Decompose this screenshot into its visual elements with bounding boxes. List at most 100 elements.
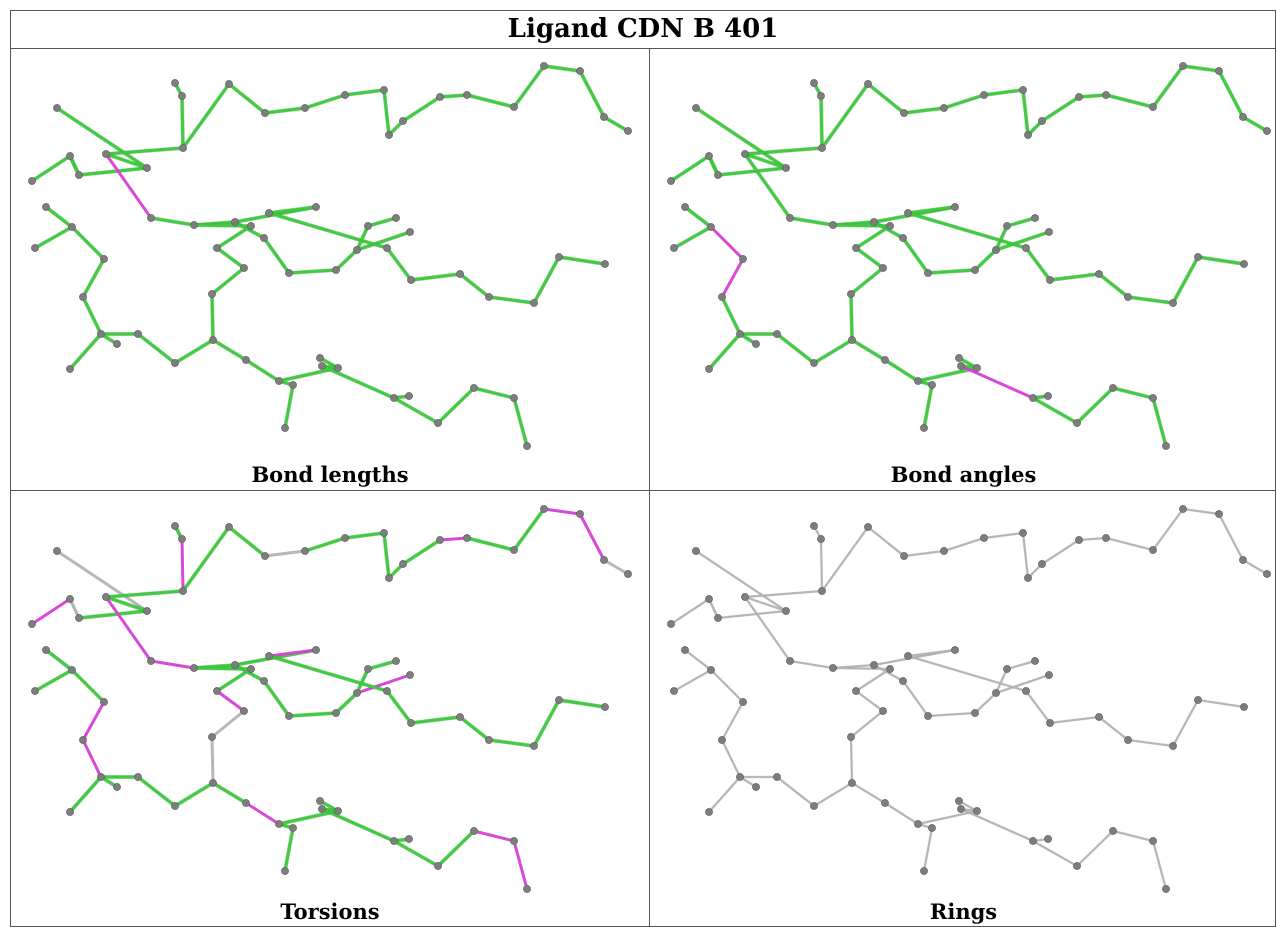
atom-node	[782, 607, 790, 615]
atom-node	[864, 523, 872, 531]
bond-line	[995, 668, 1008, 694]
atom-node	[318, 805, 326, 813]
atom-node	[1029, 837, 1037, 845]
bond-line	[1241, 115, 1269, 133]
atom-node	[817, 92, 825, 100]
atom-node	[171, 359, 179, 367]
bond-line	[487, 295, 536, 305]
bond-line	[927, 712, 976, 717]
atom-node	[829, 664, 837, 672]
bond-line	[81, 295, 103, 336]
atom-node	[1169, 299, 1177, 307]
atom-node	[904, 652, 912, 660]
atom-node	[312, 646, 320, 654]
bond-line	[1182, 508, 1220, 515]
bond-line	[1105, 537, 1154, 551]
bond-line	[1196, 255, 1246, 266]
atom-node	[670, 687, 678, 695]
atom-node	[113, 340, 121, 348]
atom-node	[171, 802, 179, 810]
bond-line	[973, 248, 998, 272]
bond-line	[438, 93, 469, 99]
molecule-rings	[667, 505, 1271, 893]
bond-line	[512, 396, 529, 448]
atom-node	[600, 556, 608, 564]
atom-node	[957, 805, 965, 813]
atom-node	[289, 381, 297, 389]
bond-line	[104, 589, 185, 599]
bond-line	[1126, 295, 1175, 305]
atom-node	[624, 127, 632, 135]
atom-node	[260, 234, 268, 242]
bond-line	[820, 538, 823, 592]
atom-node	[301, 547, 309, 555]
atom-node	[171, 522, 179, 530]
bond-line	[436, 829, 476, 868]
atom-node	[79, 293, 87, 301]
bond-line	[44, 205, 74, 229]
atom-node	[1095, 713, 1103, 721]
atom-node	[1179, 62, 1187, 70]
atom-node	[392, 214, 400, 222]
bond-line	[70, 668, 106, 704]
atom-node	[848, 336, 856, 344]
atom-node	[670, 244, 678, 252]
atom-node	[714, 614, 722, 622]
atom-node	[1095, 270, 1103, 278]
bond-line	[81, 700, 106, 742]
bond-line	[672, 225, 713, 250]
bond-line	[1076, 830, 1114, 867]
bond-line	[180, 537, 185, 593]
atom-node	[242, 799, 250, 807]
bond-line	[710, 669, 744, 703]
bond-line	[283, 383, 295, 430]
bond-line	[227, 525, 267, 558]
atom-node	[190, 221, 198, 229]
atom-node	[576, 67, 584, 75]
atom-node	[242, 356, 250, 364]
atom-node	[1124, 293, 1132, 301]
ligand-table: Ligand CDN B 401 Bond lengths Bond angle…	[10, 10, 1276, 927]
atom-node	[1109, 384, 1117, 392]
bond-line	[849, 292, 854, 342]
atom-node	[240, 264, 248, 272]
atom-node	[601, 703, 609, 711]
atom-node	[951, 203, 959, 211]
atom-node	[143, 164, 151, 172]
atom-node	[957, 362, 965, 370]
bond-line	[343, 531, 386, 540]
bond-line	[244, 358, 281, 383]
atom-node	[900, 109, 908, 117]
atom-node	[1024, 131, 1032, 139]
bond-line	[959, 364, 1035, 400]
atom-node	[134, 330, 142, 338]
bond-line	[77, 166, 149, 177]
atom-node	[100, 698, 108, 706]
atom-node	[406, 228, 414, 236]
bond-line	[1217, 69, 1245, 119]
atom-node	[1149, 394, 1157, 402]
atom-node	[899, 677, 907, 685]
atom-node	[225, 80, 233, 88]
bond-line	[355, 224, 370, 252]
atom-node	[456, 270, 464, 278]
atom-node	[1024, 574, 1032, 582]
bond-line	[1097, 272, 1130, 299]
bond-line	[1025, 690, 1051, 724]
atom-node	[1003, 222, 1011, 230]
bond-line	[173, 338, 215, 365]
atom-node	[886, 665, 894, 673]
bond-line	[960, 808, 1034, 842]
bond-line	[1151, 396, 1168, 448]
bond-line	[602, 115, 630, 133]
atom-node	[601, 260, 609, 268]
atom-node	[31, 687, 39, 695]
atom-node	[147, 657, 155, 665]
bond-line	[81, 738, 103, 779]
atom-node	[1149, 103, 1157, 111]
atom-node	[1240, 260, 1248, 268]
atom-node	[1038, 560, 1046, 568]
panel-rings: Rings	[650, 491, 1277, 927]
atom-node	[68, 223, 76, 231]
panel-torsions: Torsions	[11, 491, 649, 927]
